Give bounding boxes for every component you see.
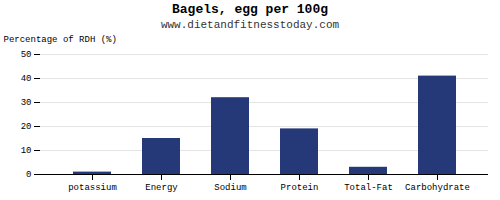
html-text:www.dietandfitnesstoday.com: www.dietandfitnesstoday.com xyxy=(160,19,340,31)
svg-text:Protein: Protein xyxy=(281,183,319,193)
svg-text:20: 20 xyxy=(21,122,32,132)
svg-text:0: 0 xyxy=(26,170,31,180)
svg-text:40: 40 xyxy=(21,74,32,84)
svg-text:Energy: Energy xyxy=(145,183,178,193)
html-text:Bagels, egg per 100g: Bagels, egg per 100g xyxy=(172,2,328,17)
svg-text:Sodium: Sodium xyxy=(214,183,246,193)
svg-text:Percentage of RDH (%): Percentage of RDH (%) xyxy=(4,35,117,45)
svg-text:Carbohydrate: Carbohydrate xyxy=(405,183,470,193)
svg-text:Total-Fat: Total-Fat xyxy=(344,183,393,193)
svg-text:50: 50 xyxy=(21,50,32,60)
svg-text:10: 10 xyxy=(21,146,32,156)
svg-text:potassium: potassium xyxy=(68,183,117,193)
svg-text:30: 30 xyxy=(21,98,32,108)
